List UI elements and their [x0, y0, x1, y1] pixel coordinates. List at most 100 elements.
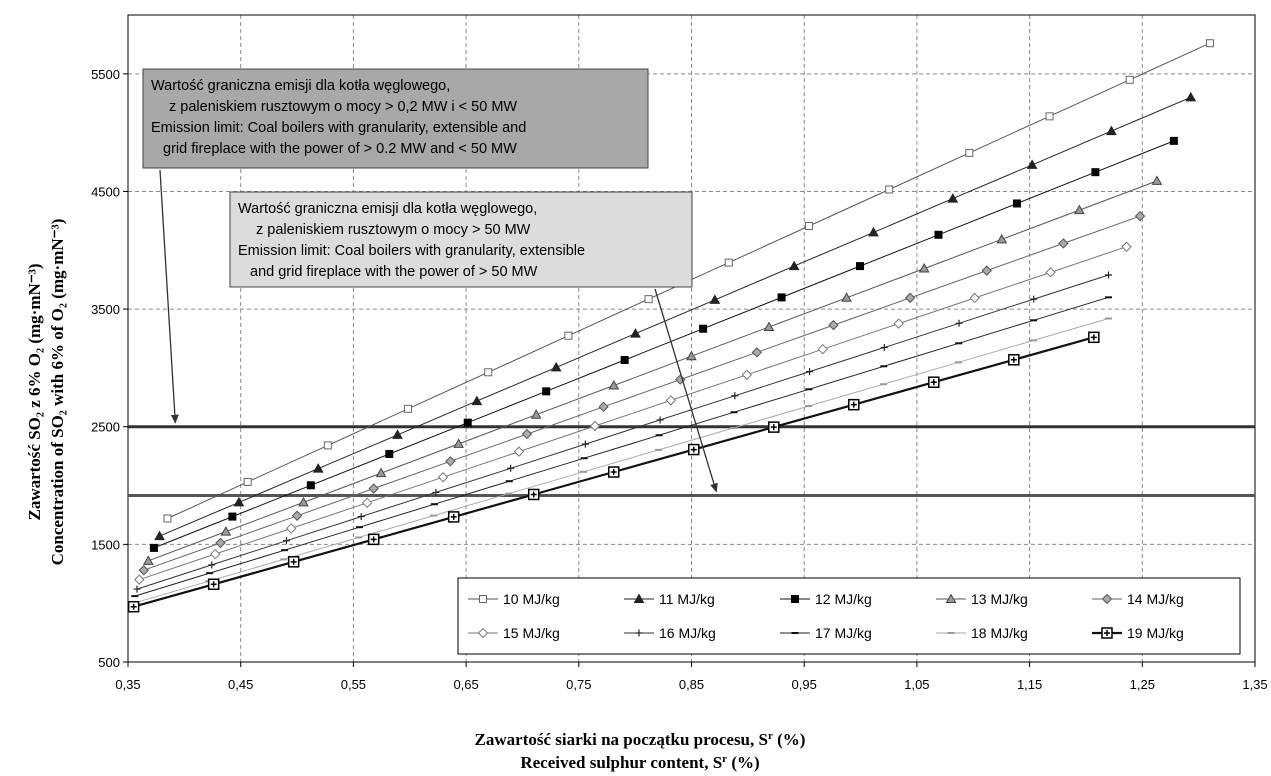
- legend-box: [457, 577, 1241, 655]
- series-line: [153, 140, 1175, 549]
- data-point: [1030, 295, 1038, 303]
- data-point: [1169, 136, 1178, 145]
- data-point: [598, 401, 609, 413]
- reference-lines: [128, 425, 1255, 498]
- data-point: [763, 321, 775, 332]
- data-point: [233, 496, 245, 507]
- data-point: [479, 595, 487, 603]
- data-point: [620, 356, 629, 365]
- x-tick-label: 0,35: [115, 677, 140, 692]
- data-point: [361, 497, 373, 509]
- data-point: [856, 262, 865, 271]
- series-group: [127, 39, 1214, 613]
- data-point: [724, 258, 733, 267]
- data-point: [589, 420, 601, 432]
- annotation-text-line: Wartość graniczna emisji dla kotła węglo…: [151, 78, 450, 94]
- data-point: [463, 418, 472, 427]
- data-point: [904, 292, 916, 304]
- data-point: [665, 395, 677, 406]
- data-point: [1045, 267, 1056, 278]
- series-13-mj-kg: [142, 175, 1163, 565]
- data-point: [841, 292, 852, 302]
- data-point: [133, 585, 141, 593]
- data-point: [228, 512, 237, 521]
- data-point: [955, 319, 963, 327]
- legend-entry: 14 MJ/kg: [1092, 591, 1184, 607]
- x-tick-label: 0,65: [453, 677, 478, 692]
- series-15-mj-kg: [134, 241, 1132, 585]
- legend-label: 13 MJ/kg: [971, 591, 1028, 607]
- legend-entry: 13 MJ/kg: [936, 591, 1028, 607]
- data-point: [945, 593, 957, 603]
- legend-label: 11 MJ/kg: [659, 591, 715, 607]
- data-point-cross: [210, 581, 217, 588]
- legend-label: 10 MJ/kg: [503, 591, 560, 607]
- data-point: [385, 449, 394, 458]
- y-tick-label: 500: [98, 655, 120, 670]
- data-point: [392, 429, 403, 439]
- data-point: [828, 319, 839, 331]
- data-point: [817, 343, 828, 355]
- data-point-cross: [1104, 630, 1110, 636]
- data-point: [306, 481, 315, 490]
- legend-entry: 10 MJ/kg: [468, 591, 560, 607]
- legend-label: 18 MJ/kg: [971, 625, 1028, 641]
- y-axis-label-pl: Zawartość SO₂ z 6% O₂ (mg·mN⁻³): [25, 263, 44, 520]
- annotation-text-line: Emission limit: Coal boilers with granul…: [151, 120, 526, 136]
- data-point: [868, 226, 879, 237]
- data-point: [581, 440, 589, 448]
- data-point: [644, 295, 653, 304]
- data-point: [885, 185, 894, 194]
- data-point: [965, 148, 974, 157]
- series-14-mj-kg: [138, 210, 1146, 576]
- data-point: [285, 523, 297, 534]
- data-point: [751, 347, 763, 358]
- data-point: [947, 193, 959, 203]
- data-point-cross: [930, 379, 937, 386]
- data-point: [934, 230, 943, 239]
- data-point: [893, 318, 904, 329]
- x-tick-label: 0,95: [792, 677, 817, 692]
- axis-ticks: 0,35 0,45 0,55 0,65 0,75 0,85 0,95 1,05 1,15 1,25…: [91, 67, 1268, 692]
- data-point: [521, 428, 533, 440]
- data-point: [220, 526, 232, 536]
- data-point: [608, 379, 620, 390]
- data-point: [542, 387, 551, 396]
- data-point: [699, 324, 708, 333]
- data-point: [243, 477, 252, 486]
- annotation-text-line: z paleniskiem rusztowym o mocy > 0,2 MW …: [169, 99, 517, 115]
- series-line: [159, 96, 1191, 537]
- legend-label: 15 MJ/kg: [503, 625, 560, 641]
- legend-entry: 16 MJ/kg: [624, 625, 716, 641]
- data-point: [507, 464, 515, 472]
- data-point: [1045, 112, 1054, 121]
- series-line: [133, 318, 1109, 604]
- data-point: [1205, 39, 1214, 48]
- data-point: [1104, 271, 1112, 279]
- x-tick-label: 1,15: [1017, 677, 1042, 692]
- data-point: [154, 530, 165, 541]
- data-point: [298, 496, 309, 507]
- series-17-mj-kg: [131, 296, 1112, 598]
- data-point: [1106, 125, 1117, 136]
- y-tick-label: 1500: [91, 537, 120, 552]
- series-line: [134, 296, 1109, 597]
- data-point: [437, 472, 449, 483]
- data-point: [477, 627, 489, 639]
- data-point: [709, 294, 721, 304]
- data-point: [1101, 593, 1113, 605]
- data-point: [969, 292, 980, 304]
- x-tick-label: 0,75: [566, 677, 591, 692]
- legend-label: 19 MJ/kg: [1127, 625, 1184, 641]
- annotation-arrow: [159, 169, 179, 424]
- x-tick-label: 0,55: [341, 677, 366, 692]
- data-point: [1026, 159, 1038, 169]
- data-point-cross: [530, 491, 537, 498]
- data-point-cross: [690, 446, 697, 453]
- data-point: [550, 361, 562, 372]
- data-point: [1134, 210, 1146, 222]
- legend: 10 MJ/kg 11 MJ/kg 12 MJ/kg 13 MJ/kg 14 MJ/kg…: [457, 577, 1241, 655]
- annotation-box-2: Wartość graniczna emisji dla kotła węglo…: [229, 191, 718, 493]
- data-point-cross: [610, 469, 617, 476]
